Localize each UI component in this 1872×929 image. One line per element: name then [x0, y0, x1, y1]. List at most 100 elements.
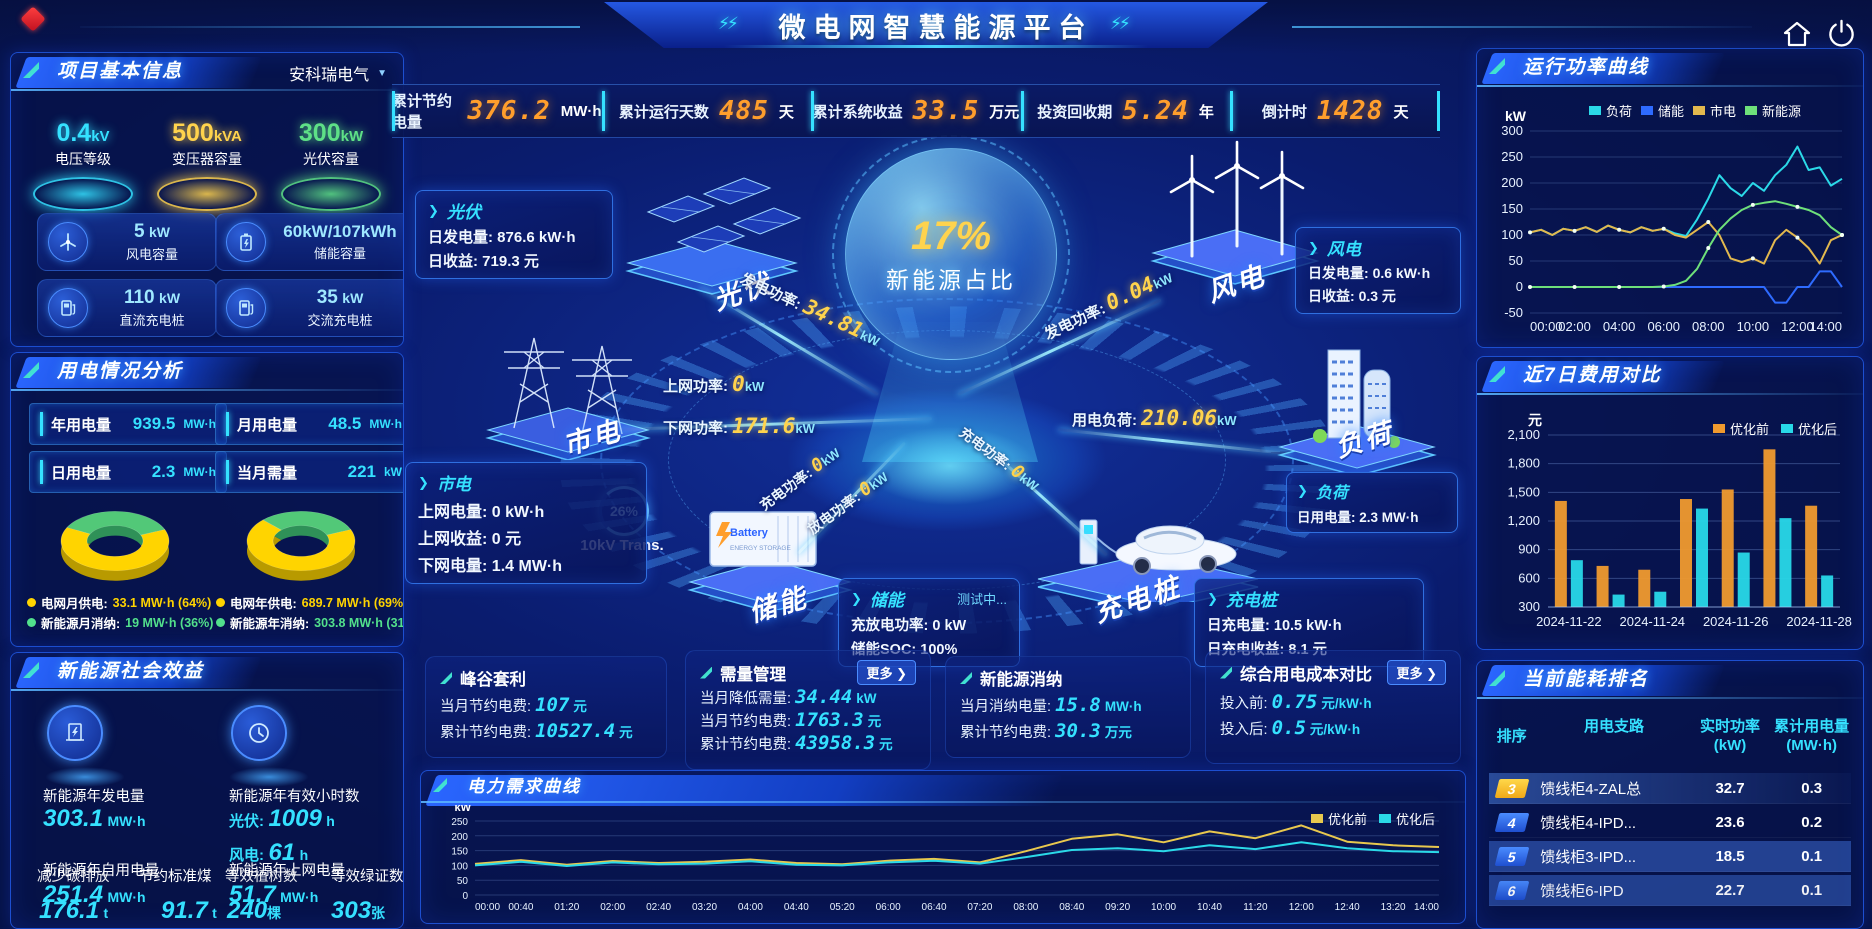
- table-row[interactable]: 5 馈线柜3-IPD... 18.5 0.1: [1489, 841, 1851, 872]
- svg-text:08:00: 08:00: [1692, 319, 1725, 334]
- header-decor-line: [1292, 26, 1752, 28]
- power-icon[interactable]: [1826, 18, 1857, 49]
- svg-text:50: 50: [1509, 253, 1523, 268]
- table-row[interactable]: 4 馈线柜4-IPD... 23.6 0.2: [1489, 807, 1851, 838]
- legend-swatch: [1781, 424, 1793, 433]
- box-corner-icon: [700, 667, 712, 679]
- svg-text:100: 100: [1501, 227, 1523, 242]
- legend-swatch: [1713, 424, 1725, 433]
- table-row[interactable]: 3 馈线柜4-ZAL总 32.7 0.3: [1489, 773, 1851, 804]
- svg-text:10:00: 10:00: [1737, 319, 1770, 334]
- box-arrow-icon: ❯: [428, 203, 439, 219]
- pv-info-box: ❯光伏 日发电量: 876.6 kW·h 日收益: 719.3 元: [415, 190, 613, 279]
- company-select[interactable]: 安科瑞电气 ▼: [289, 61, 387, 85]
- pedestal-glow: [229, 767, 309, 787]
- stat-value: 376.2: [468, 96, 551, 126]
- svg-text:04:00: 04:00: [1603, 319, 1636, 334]
- legend-swatch: [1379, 814, 1391, 823]
- pedestal-transformer: 500kVA 变压器容量: [147, 119, 267, 211]
- svg-text:kW: kW: [1505, 108, 1527, 124]
- table-header: 排序 用电支路 实时功率(kW) 累计用电量(MW·h): [1489, 717, 1851, 755]
- svg-text:1,200: 1,200: [1507, 513, 1540, 528]
- legend-renewable-year: 新能源年消纳:303.8 MW·h (31%): [216, 613, 404, 632]
- project-info-panel: 项目基本信息 安科瑞电气 ▼ 0.4kV 电压等级 500kVA 变压器容量 3…: [10, 52, 404, 347]
- svg-text:元: 元: [1528, 412, 1542, 428]
- panel-title: 电力需求曲线: [421, 771, 1465, 802]
- more-button[interactable]: 更多 ❯: [857, 660, 916, 685]
- svg-text:2024-11-22: 2024-11-22: [1536, 614, 1602, 629]
- svg-text:0: 0: [1516, 279, 1523, 294]
- svg-text:06:00: 06:00: [1647, 319, 1680, 334]
- legend-swatch: [1641, 106, 1653, 115]
- svg-text:08:00: 08:00: [1013, 902, 1038, 913]
- panel-header: 用电情况分析: [11, 353, 403, 391]
- legend-dot: [27, 618, 36, 627]
- svg-text:50: 50: [457, 876, 469, 887]
- svg-text:14:00: 14:00: [1414, 902, 1439, 913]
- svg-text:150: 150: [1501, 201, 1523, 216]
- svg-text:04:00: 04:00: [738, 902, 763, 913]
- svg-text:09:20: 09:20: [1105, 902, 1130, 913]
- certs-value: 303张: [331, 897, 385, 925]
- pedestal-glow: [157, 177, 257, 211]
- svg-text:2024-11-24: 2024-11-24: [1620, 614, 1686, 629]
- svg-text:02:40: 02:40: [646, 902, 671, 913]
- battery-icon: [226, 222, 266, 262]
- svg-text:11:20: 11:20: [1243, 902, 1268, 913]
- panel-title: 当前能耗排名: [1477, 661, 1863, 698]
- svg-text:150: 150: [451, 847, 468, 858]
- more-button[interactable]: 更多 ❯: [1387, 660, 1446, 685]
- page-title: 微电网智慧能源平台: [779, 6, 1094, 45]
- legend-swatch: [1745, 106, 1757, 115]
- svg-text:1,800: 1,800: [1507, 456, 1540, 471]
- svg-text:07:20: 07:20: [967, 902, 992, 913]
- stat-value: 5.24: [1122, 96, 1189, 126]
- demand-legend: 优化前 优化后: [1311, 809, 1435, 828]
- wind-info-box: ❯风电 日发电量: 0.6 kW·h 日收益: 0.3 元: [1295, 227, 1461, 314]
- solar-panel-icon: [612, 150, 812, 300]
- pedestal-glow: [281, 177, 381, 211]
- rank-badge: 6: [1495, 881, 1530, 900]
- box-arrow-icon: ❯: [1308, 240, 1319, 256]
- gen-label: 新能源年发电量: [43, 785, 145, 806]
- cost-legend: 优化前 优化后: [1713, 419, 1837, 438]
- stat-payback-period: 投资回收期 5.24 年: [1021, 85, 1231, 137]
- renewable-share-value: 17%: [911, 214, 991, 259]
- stat-total-saved-energy: 累计节约电量 376.2 MW·h: [392, 85, 602, 137]
- box-corner-icon: [960, 672, 972, 684]
- coal-value: 91.7 t: [161, 897, 217, 925]
- stat-value: 1428: [1317, 96, 1384, 126]
- svg-text:0: 0: [462, 891, 468, 902]
- panel-header: 近7日费用对比: [1477, 357, 1863, 395]
- svg-text:-50: -50: [1504, 305, 1523, 320]
- panel-title: 运行功率曲线: [1477, 49, 1863, 86]
- certs-label: 等效绿证数: [331, 865, 404, 886]
- kpi-stats-bar: 累计节约电量 376.2 MW·h 累计运行天数 485 天 累计系统收益 33…: [392, 84, 1440, 138]
- svg-text:300: 300: [1501, 123, 1523, 138]
- box-corner-icon: [1220, 667, 1232, 679]
- svg-text:900: 900: [1518, 542, 1540, 557]
- lightning-deco-icon: ⚡⚡: [718, 14, 736, 34]
- svg-text:03:20: 03:20: [692, 902, 717, 913]
- home-icon[interactable]: [1782, 20, 1812, 48]
- svg-text:200: 200: [1501, 175, 1523, 190]
- svg-text:2,100: 2,100: [1507, 427, 1540, 442]
- gen-value: 303.1 MW·h: [43, 805, 146, 833]
- svg-text:200: 200: [451, 832, 468, 843]
- svg-text:250: 250: [1501, 149, 1523, 164]
- table-row[interactable]: 6 馈线柜6-IPD 22.7 0.1: [1489, 875, 1851, 906]
- rank-badge: 3: [1495, 779, 1530, 798]
- panel-header: 运行功率曲线: [1477, 49, 1863, 87]
- legend-dot: [216, 618, 225, 627]
- hours-icon-pedestal: [229, 705, 289, 787]
- stat-countdown: 倒计时 1428 天: [1230, 85, 1440, 137]
- svg-text:100: 100: [451, 861, 468, 872]
- svg-text:250: 250: [451, 817, 468, 828]
- stat-value: 33.5: [913, 96, 980, 126]
- stat-value: 485: [719, 96, 769, 126]
- title-plate: 微电网智慧能源平台: [604, 2, 1268, 48]
- wind-turbine-icon: [48, 222, 88, 262]
